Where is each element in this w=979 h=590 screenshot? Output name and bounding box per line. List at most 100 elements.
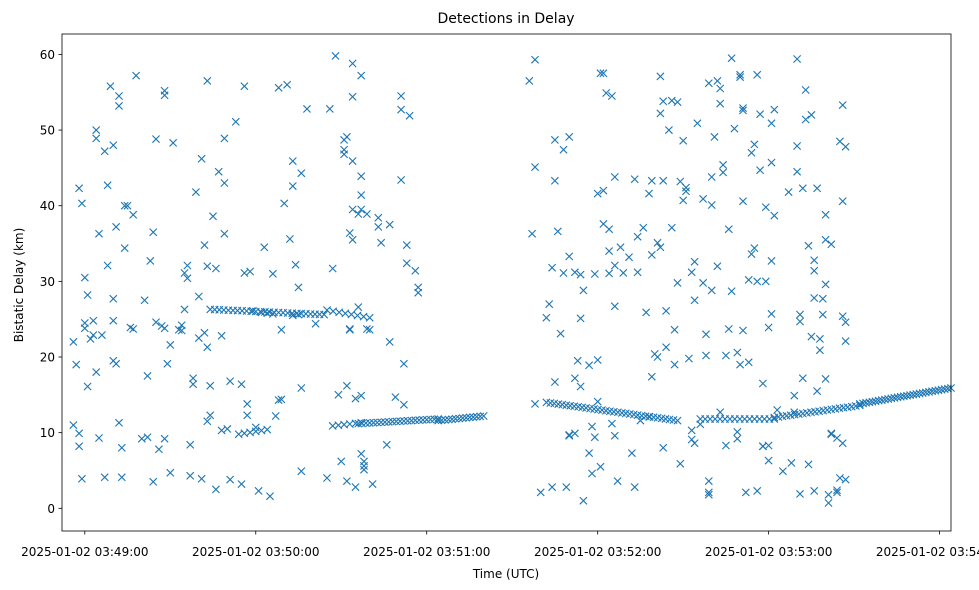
detection-point-371 (807, 110, 816, 119)
track-5-point-6 (377, 418, 386, 427)
detection-point-356 (787, 458, 796, 467)
track-6-point-13 (479, 412, 488, 420)
detection-point-143 (340, 150, 349, 159)
detection-point-37 (117, 473, 126, 482)
detection-point-101 (237, 480, 246, 489)
detection-point-300 (707, 286, 716, 295)
detection-point-239 (610, 302, 619, 311)
detection-point-344 (764, 456, 773, 465)
track-5-point-19 (426, 415, 435, 424)
detection-point-151 (348, 59, 357, 68)
detection-point-345 (764, 441, 773, 450)
track-11-point-18 (912, 390, 921, 399)
track-5-point-3 (365, 418, 374, 427)
detection-point-34 (115, 101, 123, 110)
y-tick-label-6: 60 (40, 48, 55, 62)
detection-point-273 (670, 360, 679, 369)
detection-point-385 (821, 235, 830, 244)
detection-point-149 (345, 325, 354, 333)
detection-point-288 (690, 296, 699, 305)
detection-point-253 (645, 189, 653, 198)
detection-point-297 (704, 488, 713, 497)
detection-point-20 (95, 434, 103, 442)
detection-point-53 (152, 318, 160, 327)
detection-point-204 (553, 227, 562, 236)
detection-point-26 (106, 82, 115, 91)
detection-point-404 (838, 439, 847, 448)
detection-point-123 (283, 80, 292, 89)
track-2-point-5 (263, 425, 272, 434)
detection-point-316 (730, 124, 739, 133)
detection-point-136 (323, 474, 331, 482)
track-6-point-9 (465, 413, 474, 422)
detection-point-102 (237, 380, 246, 389)
track-11-point-23 (928, 387, 937, 396)
detection-point-70 (183, 274, 192, 283)
detection-point-372 (807, 332, 816, 341)
detection-point-75 (191, 188, 200, 197)
detection-point-282 (684, 354, 693, 363)
detection-point-191 (525, 76, 534, 85)
detection-point-60 (163, 359, 172, 368)
detection-point-89 (211, 485, 220, 494)
detection-point-242 (610, 431, 619, 440)
detection-point-334 (753, 70, 762, 79)
x-tick-label-2: 2025-01-02 03:51:00 (363, 545, 490, 559)
detection-point-395 (835, 474, 844, 482)
detection-point-164 (357, 449, 366, 458)
detection-point-268 (662, 306, 671, 315)
detection-point-261 (656, 243, 665, 252)
detection-point-23 (100, 473, 109, 482)
detection-point-347 (767, 309, 776, 318)
detection-point-307 (716, 408, 725, 417)
detection-point-175 (377, 238, 386, 247)
track-7-point-1 (590, 270, 599, 278)
track-11-point-13 (896, 392, 905, 401)
detection-point-193 (531, 55, 539, 64)
track-5-point-10 (392, 417, 401, 426)
detection-point-119 (274, 83, 283, 92)
y-tick-label-3: 30 (40, 275, 55, 289)
detection-point-87 (206, 381, 215, 390)
track-6-point-2 (441, 415, 450, 424)
detection-point-64 (174, 325, 183, 334)
detection-point-387 (824, 499, 833, 507)
detection-point-342 (761, 203, 770, 212)
detection-point-74 (189, 374, 198, 383)
x-tick-label-5: 2025-01-02 03:54:00 (876, 545, 979, 559)
detection-point-339 (758, 379, 767, 388)
detection-point-223 (588, 422, 596, 431)
detection-point-185 (402, 259, 411, 268)
detection-point-336 (753, 486, 762, 495)
detection-point-301 (707, 173, 716, 181)
detection-point-17 (92, 134, 101, 143)
track-11-point-26 (937, 385, 946, 394)
detection-point-305 (716, 84, 725, 93)
detection-point-76 (194, 292, 203, 301)
detection-point-19 (95, 229, 103, 238)
detection-point-383 (821, 280, 830, 289)
detection-point-162 (357, 172, 366, 181)
detection-point-106 (243, 411, 252, 420)
detection-point-205 (556, 329, 565, 338)
detection-point-128 (291, 260, 300, 269)
detection-point-225 (590, 433, 599, 442)
detection-point-58 (160, 324, 169, 333)
detection-point-312 (724, 325, 733, 333)
detection-point-198 (545, 300, 554, 309)
detection-point-337 (756, 110, 765, 119)
detection-point-397 (838, 101, 847, 110)
detection-point-120 (277, 325, 286, 334)
detection-point-351 (770, 211, 779, 220)
track-11-point-9 (884, 395, 893, 403)
detection-point-174 (374, 222, 383, 231)
detection-point-211 (565, 431, 574, 440)
detection-point-150 (345, 325, 354, 334)
detection-point-250 (636, 416, 645, 425)
detection-point-134 (303, 104, 311, 113)
detection-point-278 (679, 196, 688, 205)
detection-point-10 (80, 324, 89, 333)
detection-point-379 (815, 346, 824, 355)
detection-point-380 (815, 334, 824, 343)
detection-point-375 (810, 266, 819, 275)
